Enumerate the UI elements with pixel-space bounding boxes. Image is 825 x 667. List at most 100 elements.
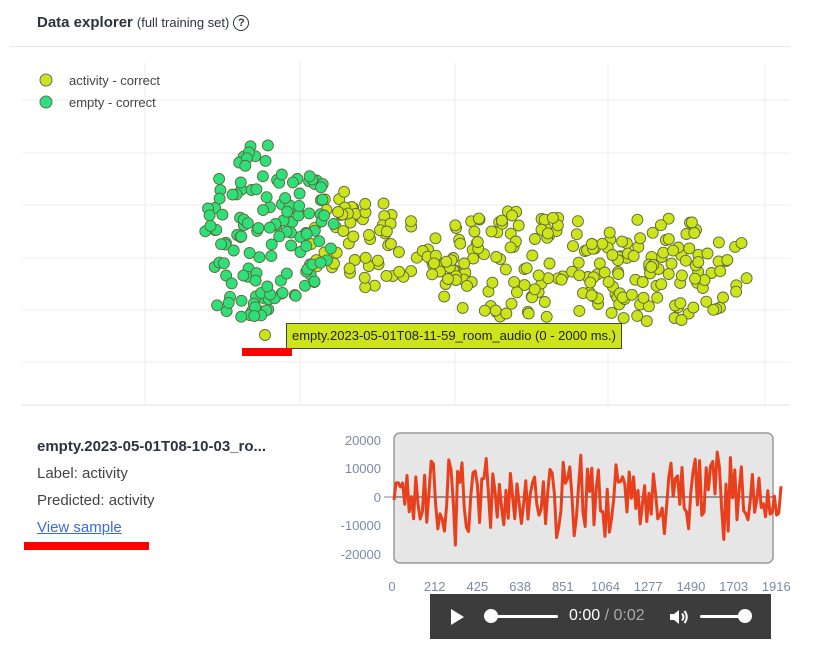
scatter-point[interactable] (273, 230, 286, 243)
scatter-point[interactable] (662, 233, 675, 246)
scatter-point[interactable] (265, 250, 278, 263)
scatter-point[interactable] (612, 268, 625, 281)
scatter-point[interactable] (730, 285, 743, 298)
question-circle-icon[interactable]: ? (233, 15, 250, 31)
scatter-point[interactable] (541, 227, 554, 240)
scatter-point[interactable] (700, 295, 713, 308)
scatter-point[interactable] (359, 251, 372, 264)
scatter-point[interactable] (338, 185, 351, 198)
scatter-point[interactable] (717, 291, 729, 304)
scatter-point[interactable] (584, 276, 597, 289)
scatter-point[interactable] (504, 241, 517, 254)
scatter-points[interactable] (199, 139, 753, 341)
scatter-point[interactable] (701, 247, 714, 260)
scatter-point[interactable] (631, 213, 644, 226)
scatter-point[interactable] (226, 188, 239, 201)
scatter-point[interactable] (392, 246, 405, 259)
volume-handle[interactable] (738, 609, 752, 623)
scatter-point[interactable] (293, 199, 306, 212)
scatter-point[interactable] (211, 299, 224, 312)
scatter-point[interactable] (675, 269, 688, 282)
scatter-point[interactable] (572, 256, 585, 269)
scatter-point[interactable] (286, 176, 299, 189)
scatter-point[interactable] (318, 209, 331, 222)
scatter-point[interactable] (735, 237, 748, 250)
scatter-point[interactable] (495, 214, 508, 227)
scatter-point[interactable] (593, 257, 606, 270)
scatter-point[interactable] (655, 278, 668, 291)
scatter-point[interactable] (625, 288, 638, 301)
scatter-point[interactable] (235, 310, 248, 323)
scatter-point[interactable] (358, 271, 371, 284)
scatter-point[interactable] (405, 215, 417, 228)
scatter-point[interactable] (526, 249, 539, 262)
play-icon[interactable] (451, 609, 464, 625)
volume-icon[interactable] (668, 607, 690, 627)
scatter-point[interactable] (499, 263, 512, 276)
scatter-point[interactable] (241, 217, 254, 230)
scatter-point[interactable] (442, 273, 454, 285)
scatter-point[interactable] (314, 256, 327, 269)
scatter-point[interactable] (237, 269, 250, 282)
scatter-point[interactable] (440, 255, 453, 268)
scatter-point[interactable] (532, 269, 545, 282)
legend-entry[interactable]: empty - correct (69, 95, 156, 110)
scatter-point[interactable] (512, 219, 525, 232)
scatter-point[interactable] (631, 309, 644, 322)
scatter-point[interactable] (683, 242, 696, 255)
scatter-point[interactable] (500, 307, 513, 320)
scatter-point[interactable] (714, 265, 727, 278)
scatter-point[interactable] (490, 251, 503, 263)
scatter-point[interactable] (567, 240, 579, 253)
scatter-point[interactable] (528, 233, 541, 245)
scatter-point[interactable] (239, 159, 252, 172)
scatter-point[interactable] (687, 301, 700, 314)
scatter-point[interactable] (213, 192, 226, 205)
scatter-point[interactable] (712, 236, 725, 249)
scatter-point[interactable] (285, 239, 298, 252)
scatter-point-hovered[interactable] (259, 329, 271, 341)
scatter-point[interactable] (640, 315, 653, 328)
scatter-point[interactable] (300, 227, 313, 240)
scatter-point[interactable] (646, 226, 659, 239)
scatter-point[interactable] (343, 262, 356, 275)
scatter-point[interactable] (674, 297, 687, 310)
scatter-point[interactable] (281, 205, 294, 218)
scatter-point[interactable] (573, 304, 586, 317)
seek-bar[interactable] (490, 615, 558, 618)
scatter-point[interactable] (377, 197, 390, 210)
scatter-point[interactable] (679, 254, 692, 267)
scatter-point[interactable] (280, 267, 293, 280)
scatter-point[interactable] (289, 289, 302, 302)
scatter-point[interactable] (235, 230, 248, 243)
scatter-point[interactable] (461, 279, 473, 292)
scatter-point[interactable] (675, 314, 688, 326)
scatter-point[interactable] (467, 252, 480, 265)
scatter-point[interactable] (276, 286, 289, 299)
volume-slider[interactable] (700, 615, 746, 618)
scatter-point[interactable] (315, 181, 327, 194)
scatter-point[interactable] (637, 291, 650, 304)
scatter-point[interactable] (522, 307, 535, 320)
scatter-point[interactable] (227, 244, 240, 257)
scatter-point[interactable] (573, 269, 586, 282)
scatter-point[interactable] (380, 225, 393, 238)
scatter-point[interactable] (685, 216, 698, 229)
scatter-point[interactable] (740, 272, 753, 285)
scatter-point[interactable] (555, 273, 568, 286)
scatter-point[interactable] (234, 176, 247, 189)
scatter-point[interactable] (627, 250, 640, 262)
scatter-point[interactable] (216, 208, 229, 221)
scatter-point[interactable] (303, 207, 316, 220)
scatter-point[interactable] (324, 242, 337, 255)
legend-entry[interactable]: activity - correct (69, 73, 160, 88)
scatter-point[interactable] (362, 228, 375, 241)
scatter-point[interactable] (250, 183, 263, 196)
scatter-point[interactable] (308, 275, 321, 288)
scatter-point[interactable] (300, 239, 313, 252)
scatter-point[interactable] (204, 219, 217, 232)
scatter-point[interactable] (243, 247, 256, 259)
scatter-point[interactable] (347, 230, 360, 243)
scatter-point[interactable] (478, 304, 491, 317)
scatter-point[interactable] (279, 192, 292, 205)
